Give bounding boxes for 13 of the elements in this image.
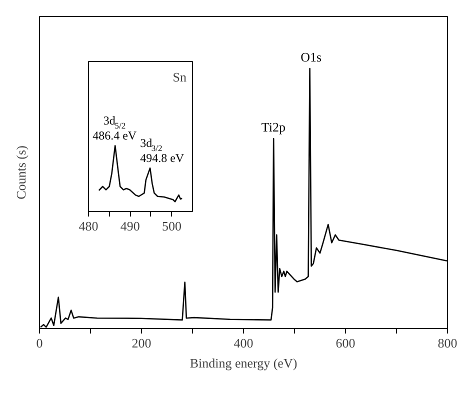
x-tick-label: 480: [78, 218, 98, 234]
x-tick-label: 800: [438, 336, 458, 350]
annotation: Sn: [172, 70, 187, 84]
x-tick-label: 500: [162, 218, 182, 234]
y-axis-title: Counts (s): [14, 146, 28, 200]
annotation: Ti2p: [261, 120, 286, 135]
x-axis-title: Binding energy (eV): [190, 356, 298, 370]
x-tick-label: 400: [234, 336, 254, 350]
x-tick-label: 490: [120, 218, 140, 234]
annotation: O1s: [300, 50, 322, 64]
x-tick-label: 0: [36, 336, 43, 350]
x-tick-label: 200: [132, 336, 152, 350]
x-tick-label: 600: [336, 336, 356, 350]
